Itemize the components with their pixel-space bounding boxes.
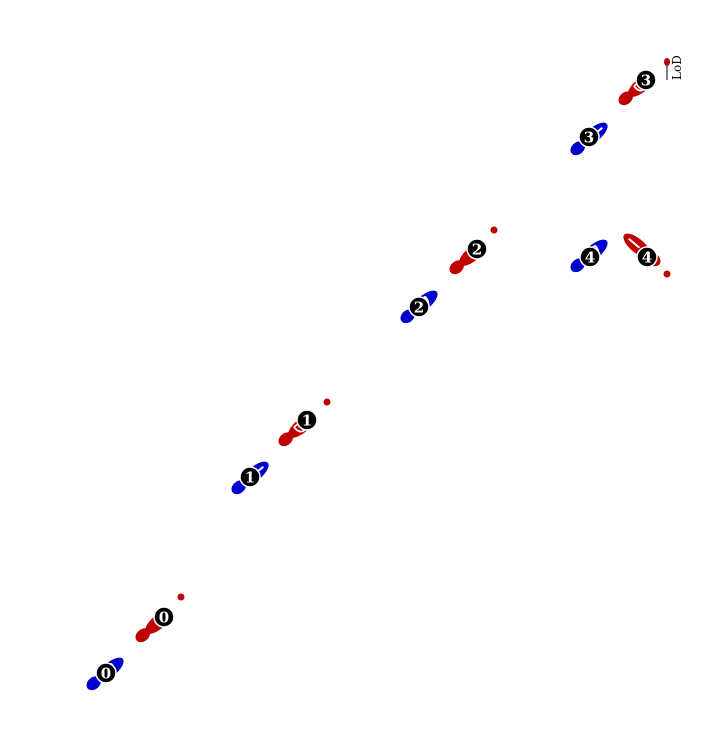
step-badge-right: 4 [636,246,658,268]
step-badge-left: 4 [579,246,601,268]
step-4: 4 4 [567,229,671,278]
lod-label: LoD [670,55,684,80]
step-badge-left: 0 [95,662,117,684]
step-label: 2 [414,299,424,317]
step-2: 2 2 [397,226,498,327]
step-3: 3 3 [567,68,660,159]
step-label: 0 [101,665,111,683]
step-label: 1 [302,412,312,430]
step-badge-left: 2 [408,296,430,318]
step-label: 0 [159,609,169,627]
step-1: 1 1 [228,398,331,498]
step-badge-right: 3 [635,69,657,91]
step-label: 2 [472,241,482,259]
step-badge-right: 2 [466,238,488,260]
step-label: 4 [585,249,595,267]
step-marker [663,270,671,278]
step-0: 0 0 [83,593,185,694]
step-marker [490,226,498,234]
step-label: 3 [584,129,594,147]
step-badge-right: 1 [296,409,318,431]
lod-arrow-icon [664,58,670,66]
step-marker [323,398,331,406]
step-label: 1 [245,469,255,487]
lod-legend: LoD [664,55,684,80]
step-badge-right: 0 [153,606,175,628]
step-marker [177,593,185,601]
step-label: 3 [641,72,651,90]
step-label: 4 [642,249,652,267]
step-badge-left: 1 [239,466,261,488]
step-badge-left: 3 [578,126,600,148]
